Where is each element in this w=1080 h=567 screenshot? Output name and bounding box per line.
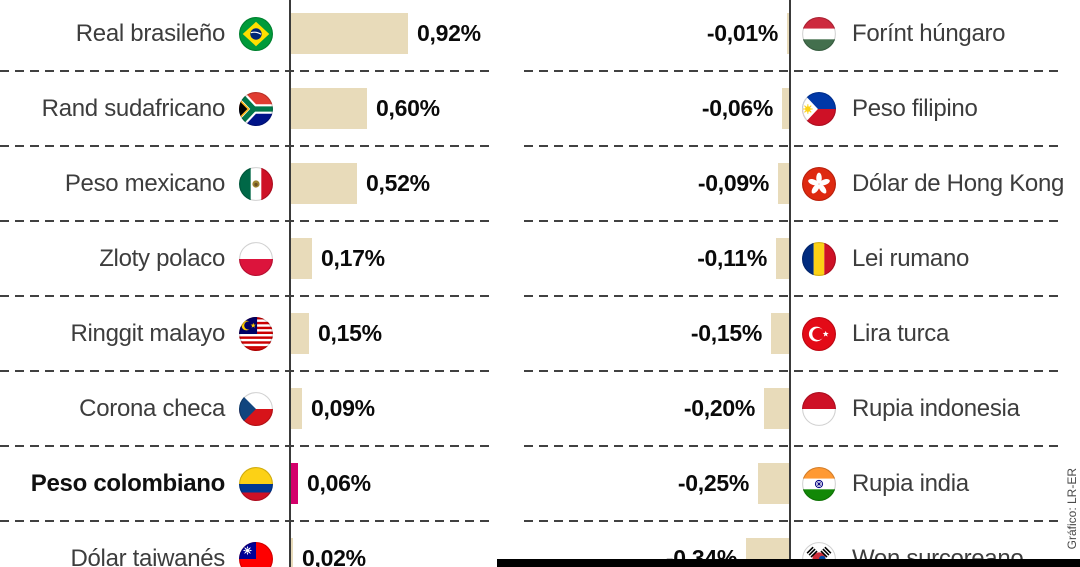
negative-axis-line [789,0,791,567]
negative-panel: -0,01% Forínt húngaro -0,06% Peso filipino -… [520,0,1080,567]
currency-row: Real brasileño 0,92% [0,0,515,72]
value-bar [290,88,367,129]
malaysia-flag-icon [239,316,273,351]
india-flag-icon [802,466,836,501]
currency-row: -0,09% Dólar de Hong Kong [520,146,1080,222]
currency-row: Zloty polaco 0,17% [0,221,515,297]
currency-label: Real brasileño [75,19,226,47]
value-bar [776,238,790,279]
hungary-flag-icon [802,16,836,51]
value-bar [290,538,293,567]
currency-row: Ringgit malayo 0,15% [0,296,515,372]
bar-zone: -0,01% [520,13,790,54]
bar-zone: 0,15% [290,313,382,354]
hong-kong-flag-icon [802,166,836,201]
value-label: 0,92% [417,20,481,46]
value-label: -0,09% [697,170,769,196]
footer-strip [497,559,1080,567]
value-bar [290,13,408,54]
positive-panel: Real brasileño 0,92% Rand sudafricano 0,60%… [0,0,515,567]
currency-label: Ringgit malayo [70,319,225,347]
value-bar [290,163,357,204]
chart-credit: Gráfico: LR-ER [1065,467,1079,549]
currency-row: -0,25% Rupia india [520,446,1080,522]
mexico-flag-icon [239,166,273,201]
positive-axis-line [289,0,291,567]
currency-label: Forínt húngaro [852,19,1006,47]
bar-zone: -0,25% [520,463,790,504]
currency-row: -0,11% Lei rumano [520,221,1080,297]
bar-zone: -0,20% [520,388,790,429]
poland-flag-icon [239,241,273,276]
value-bar [764,388,790,429]
bar-zone: 0,09% [290,388,375,429]
currency-label: Peso filipino [852,94,978,122]
value-label: 0,02% [302,545,366,567]
currency-row: Dólar taiwanés 0,02% [0,521,515,567]
south-africa-flag-icon [239,91,273,126]
currency-label: Zloty polaco [99,244,225,272]
brazil-flag-icon [239,16,273,51]
value-bar [290,313,309,354]
currency-label: Peso colombiano [30,469,226,497]
value-label: -0,20% [683,395,755,421]
value-bar [771,313,790,354]
currency-label: Dólar taiwanés [70,544,225,567]
value-bar [290,388,302,429]
bar-zone: 0,06% [290,463,371,504]
currency-label: Rand sudafricano [41,94,226,122]
currency-label: Corona checa [79,394,225,422]
bar-zone: -0,11% [520,238,790,279]
indonesia-flag-icon [802,391,836,426]
bar-zone: 0,60% [290,88,440,129]
value-label: -0,11% [697,245,767,271]
bar-zone: -0,15% [520,313,790,354]
value-label: 0,15% [318,320,382,346]
value-label: 0,09% [311,395,375,421]
value-bar [778,163,790,204]
value-bar [758,463,790,504]
bar-zone: -0,06% [520,88,790,129]
currency-row: Corona checa 0,09% [0,371,515,447]
currency-row: Rand sudafricano 0,60% [0,71,515,147]
value-label: -0,01% [706,20,778,46]
value-bar [787,13,790,54]
bar-zone: -0,09% [520,163,790,204]
value-label: 0,17% [321,245,385,271]
czech-republic-flag-icon [239,391,273,426]
value-label: -0,15% [690,320,762,346]
currency-label: Peso mexicano [64,169,225,197]
bar-zone: 0,92% [290,13,481,54]
currency-row: Peso mexicano 0,52% [0,146,515,222]
bar-zone: 0,02% [290,538,366,567]
currency-label: Rupia indonesia [852,394,1020,422]
bar-zone: 0,52% [290,163,430,204]
currency-label: Lira turca [852,319,950,347]
taiwan-flag-icon [239,541,273,567]
romania-flag-icon [802,241,836,276]
currency-label: Dólar de Hong Kong [852,169,1065,197]
currency-row: Peso colombiano 0,06% [0,446,515,522]
currency-label: Lei rumano [852,244,970,272]
philippines-flag-icon [802,91,836,126]
currency-row: -0,01% Forínt húngaro [520,0,1080,72]
currency-row: -0,20% Rupia indonesia [520,371,1080,447]
value-label: -0,25% [677,470,749,496]
currency-row: -0,06% Peso filipino [520,71,1080,147]
value-bar [290,463,298,504]
value-bar [782,88,790,129]
value-label: 0,06% [307,470,371,496]
turkey-flag-icon [802,316,836,351]
currency-row: -0,15% Lira turca [520,296,1080,372]
colombia-flag-icon [239,466,273,501]
value-label: 0,60% [376,95,440,121]
currency-label: Rupia india [852,469,969,497]
value-label: 0,52% [366,170,430,196]
value-label: -0,06% [701,95,773,121]
value-bar [290,238,312,279]
bar-zone: 0,17% [290,238,385,279]
